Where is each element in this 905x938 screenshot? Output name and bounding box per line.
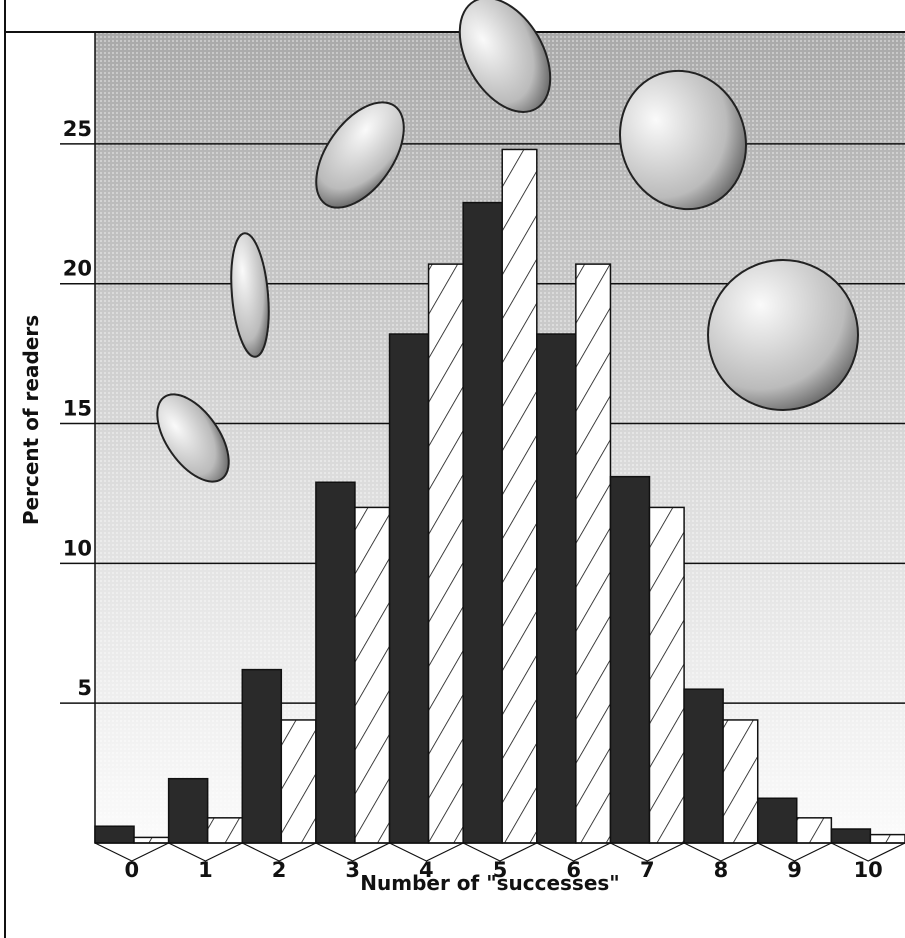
x-tick-label: 2 — [272, 858, 287, 882]
bar — [315, 481, 356, 844]
y-tick-label: 20 — [63, 257, 92, 281]
category-marker — [831, 842, 905, 862]
bar — [354, 506, 391, 844]
bar — [648, 506, 685, 844]
bar — [167, 777, 209, 844]
category-marker — [242, 842, 317, 862]
y-axis-title: Percent of readers — [19, 315, 43, 525]
bar — [501, 148, 538, 844]
x-tick-label: 0 — [125, 858, 140, 882]
x-tick-label: 8 — [714, 858, 729, 882]
x-tick-label: 9 — [787, 858, 802, 882]
coin — [707, 259, 859, 411]
category-marker — [610, 842, 685, 862]
bar — [830, 828, 872, 844]
bar — [575, 263, 612, 844]
x-tick-label: 4 — [419, 858, 434, 882]
category-marker — [683, 842, 758, 862]
bar — [388, 333, 430, 844]
y-tick-label: 25 — [63, 117, 92, 141]
coin — [230, 232, 270, 358]
bar — [609, 475, 651, 844]
bar — [796, 817, 833, 844]
y-tick-label: 5 — [77, 676, 92, 700]
bar — [241, 668, 283, 844]
coin — [619, 69, 747, 211]
coin — [315, 101, 405, 209]
category-marker — [315, 842, 390, 862]
coin — [458, 0, 552, 113]
x-tick-label: 5 — [493, 858, 508, 882]
coin — [156, 393, 230, 483]
bar — [206, 817, 244, 844]
x-tick-label: 6 — [566, 858, 581, 882]
bar — [722, 719, 759, 844]
x-axis-title: Number of "successes" — [360, 871, 619, 895]
category-marker — [757, 842, 832, 862]
bar — [756, 797, 798, 844]
category-marker — [168, 842, 243, 862]
bar — [280, 719, 317, 844]
bar — [462, 201, 503, 844]
bars — [94, 148, 905, 844]
category-marker — [462, 842, 538, 862]
category-marker — [94, 842, 169, 862]
coins — [156, 0, 859, 483]
x-tick-label: 7 — [640, 858, 655, 882]
bar — [536, 333, 577, 844]
bar — [683, 688, 724, 844]
category-marker — [536, 842, 611, 862]
bar — [427, 263, 464, 844]
x-tick-label: 10 — [854, 858, 883, 882]
y-tick-label: 15 — [63, 397, 92, 421]
x-tick-label: 3 — [345, 858, 360, 882]
bar — [133, 836, 170, 844]
x-tick-label: 1 — [198, 858, 213, 882]
bar — [869, 833, 905, 844]
category-marker — [389, 842, 464, 862]
bar — [94, 825, 135, 844]
y-tick-label: 10 — [63, 536, 92, 560]
